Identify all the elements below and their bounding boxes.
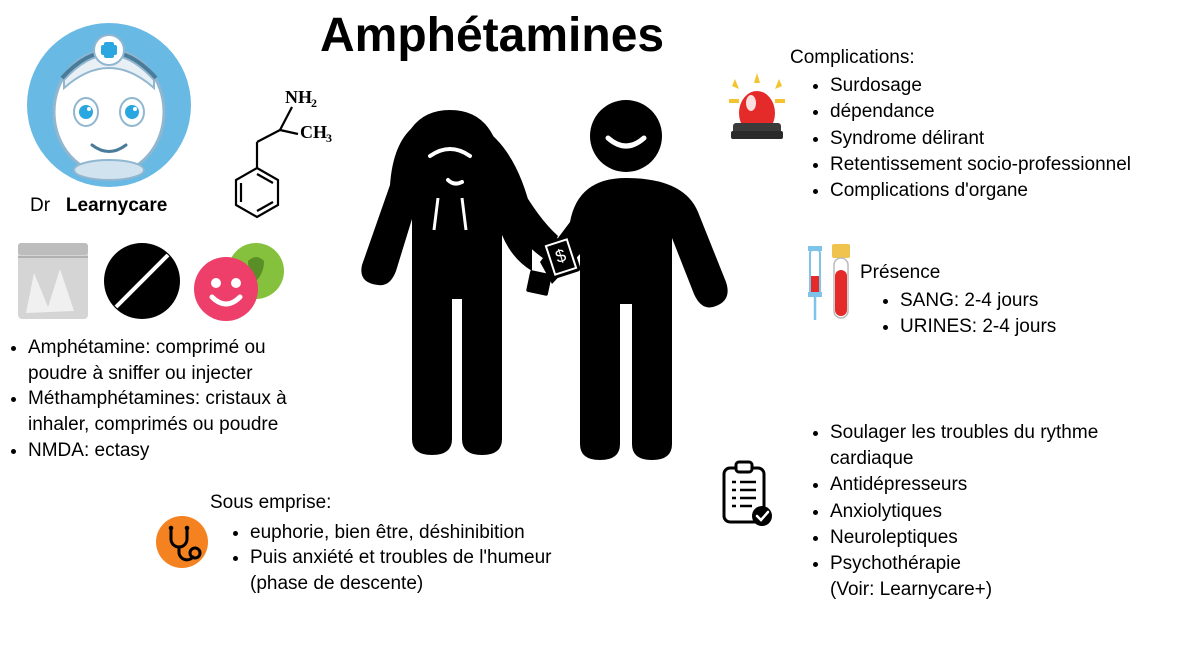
- sous-emprise-section: Sous emprise: euphorie, bien être, déshi…: [210, 490, 610, 597]
- chemical-structure: NH 2 CH 3: [210, 85, 335, 235]
- list-item: Amphétamine: comprimé ou poudre à sniffe…: [28, 335, 300, 386]
- dealer-scene-icon: $: [330, 80, 730, 485]
- page-title: Amphétamines: [320, 8, 664, 63]
- svg-text:NH: NH: [285, 87, 312, 107]
- treatment-section: Soulager les troubles du rythme cardiaqu…: [790, 420, 1170, 604]
- list-item: Puis anxiété et troubles de l'humeur (ph…: [250, 545, 610, 596]
- list-item: Retentissement socio-professionnel: [830, 152, 1190, 178]
- logo-caption: Dr Learnycare: [30, 195, 167, 217]
- list-item: Antidépresseurs: [830, 472, 1170, 498]
- list-item: NMDA: ectasy: [28, 438, 300, 464]
- learnycare-logo: [24, 20, 194, 195]
- clipboard-check-icon: [716, 460, 776, 535]
- list-item: dépendance: [830, 99, 1190, 125]
- types-list: Amphétamine: comprimé ou poudre à sniffe…: [0, 335, 300, 463]
- section-header: Présence: [860, 260, 1140, 286]
- list-item: Méthamphétamines: cristaux à inhaler, co…: [28, 386, 300, 437]
- list-item: URINES: 2-4 jours: [900, 314, 1140, 340]
- list-item: Surdosage: [830, 73, 1190, 99]
- section-header: Complications:: [790, 45, 1190, 71]
- list-item: Anxiolytiques: [830, 499, 1170, 525]
- robot-doctor-icon: [24, 20, 194, 190]
- blood-test-icon: [800, 240, 856, 335]
- list-item: SANG: 2-4 jours: [900, 288, 1140, 314]
- list-item: Complications d'organe: [830, 178, 1190, 204]
- list-item: Syndrome délirant: [830, 126, 1190, 152]
- list-item: Psychothérapie: [830, 551, 1170, 577]
- section-header: Sous emprise:: [210, 490, 610, 516]
- treatment-reference: (Voir: Learnycare+): [790, 577, 1170, 603]
- complications-section: Complications: Surdosage dépendance Synd…: [790, 45, 1190, 204]
- list-item: Neuroleptiques: [830, 525, 1170, 551]
- list-item: euphorie, bien être, déshinibition: [250, 520, 610, 546]
- svg-text:CH: CH: [300, 122, 327, 142]
- drug-forms-row: [12, 235, 292, 330]
- stethoscope-icon: [155, 515, 209, 574]
- svg-text:2: 2: [311, 96, 317, 110]
- presence-section: Présence SANG: 2-4 jours URINES: 2-4 jou…: [860, 260, 1140, 341]
- siren-icon: [725, 73, 789, 148]
- list-item: Soulager les troubles du rythme cardiaqu…: [830, 420, 1170, 472]
